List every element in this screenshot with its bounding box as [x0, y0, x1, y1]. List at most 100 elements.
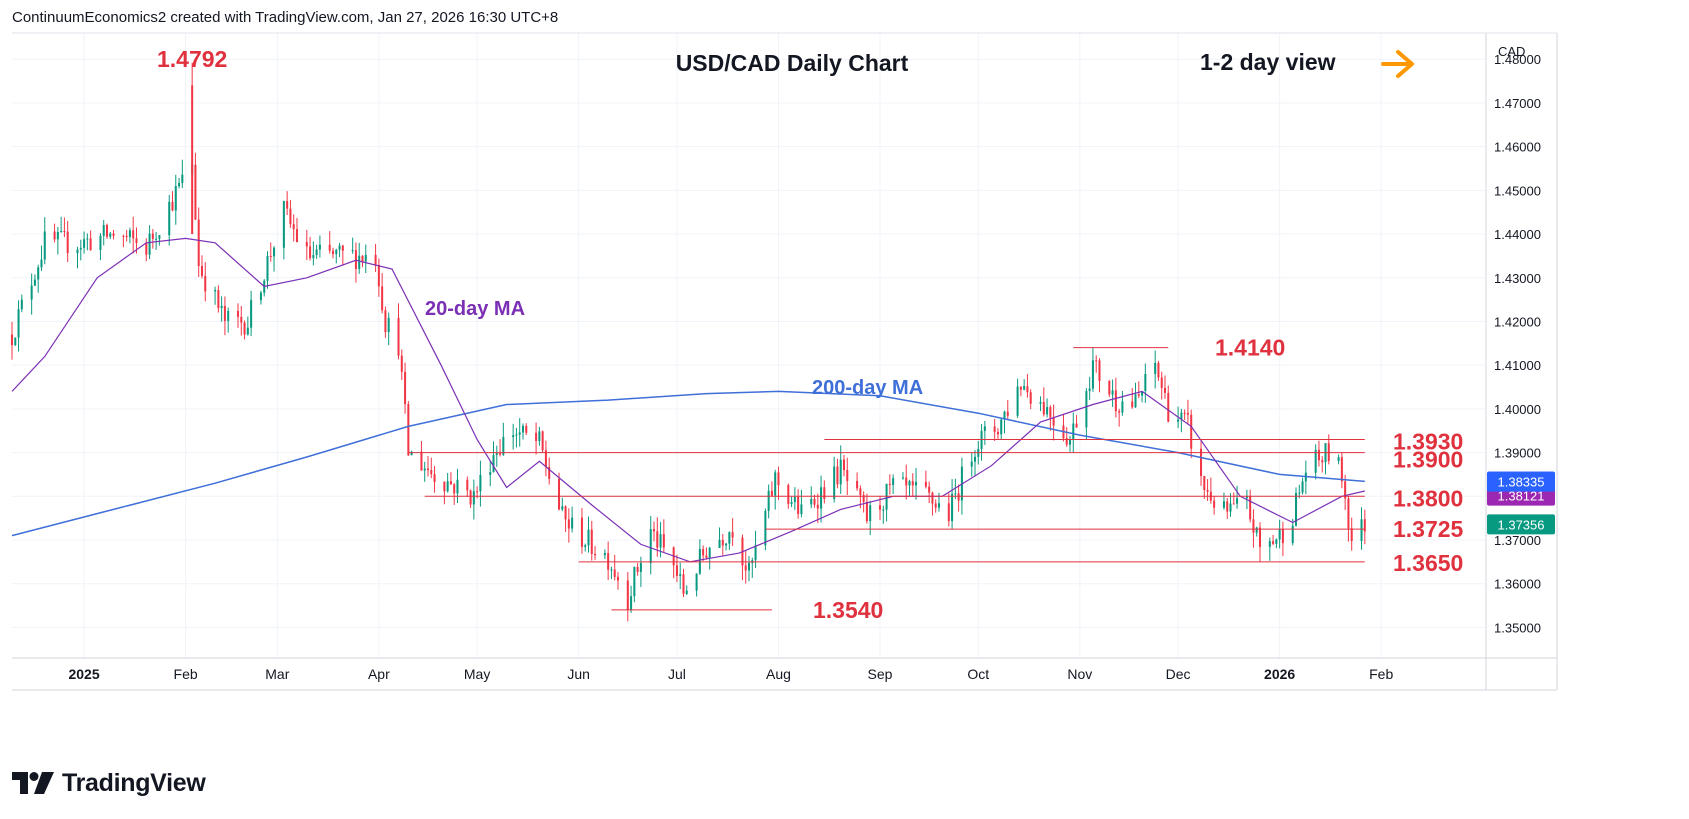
candle-body: [387, 317, 390, 333]
candle-body: [1108, 380, 1111, 395]
candle-body: [790, 502, 793, 504]
candle-body: [1206, 490, 1209, 492]
candle-body: [407, 404, 410, 456]
currency-label: CAD: [1498, 44, 1525, 59]
candle-body: [947, 503, 950, 522]
price-tag-text: 1.38121: [1498, 489, 1545, 504]
candle-body: [787, 485, 790, 504]
x-tick-label: May: [464, 666, 490, 682]
candle-body: [770, 490, 773, 496]
candle-body: [793, 496, 796, 503]
candle-body: [820, 487, 823, 509]
candle-body: [957, 493, 960, 501]
candle-body: [17, 309, 20, 338]
tradingview-wordmark: TradingView: [62, 768, 206, 797]
candle-body: [993, 426, 996, 432]
candle-body: [1190, 414, 1193, 449]
candle-body: [1291, 525, 1294, 544]
candle-body: [1131, 401, 1134, 408]
candle-body: [40, 259, 43, 268]
candle-body: [924, 481, 927, 487]
candle-body: [1301, 481, 1304, 493]
candle-body: [983, 426, 986, 431]
x-tick-label: Jun: [567, 666, 590, 682]
candle-body: [512, 435, 515, 438]
candle-body: [1000, 419, 1003, 435]
candle-body: [905, 477, 908, 486]
candle-body: [1088, 388, 1091, 392]
candle-body: [479, 474, 482, 492]
candle-body: [1026, 386, 1029, 393]
x-tick-label: 2026: [1264, 666, 1295, 682]
candle-body: [911, 481, 914, 486]
candle-body: [1134, 394, 1137, 408]
candle-body: [892, 478, 895, 486]
candle-body: [1268, 541, 1271, 547]
candle-body: [558, 478, 561, 510]
candle-body: [1111, 390, 1114, 395]
candle-body: [594, 553, 597, 556]
candle-body: [243, 322, 246, 335]
candle-body: [1016, 386, 1019, 416]
candle-body: [1114, 390, 1117, 412]
candle-body: [60, 231, 63, 233]
candle-body: [633, 566, 636, 597]
candle-body: [810, 498, 813, 505]
candle-body: [361, 255, 364, 262]
candle-body: [1006, 411, 1009, 416]
candle-body: [882, 509, 885, 511]
price-tag-bg: [1487, 471, 1555, 492]
candle-body: [89, 238, 92, 250]
ma20-line: [11, 237, 1365, 563]
candle-body: [584, 545, 587, 547]
candle-body: [515, 434, 518, 436]
candle-body: [1252, 519, 1255, 533]
level-label-1.3540: 1.3540: [813, 597, 883, 623]
candle-body: [502, 437, 505, 455]
candle-body: [908, 481, 911, 486]
candle-body: [158, 235, 161, 239]
candle-body: [374, 254, 377, 265]
chart-subtitle: 1-2 day view: [1200, 49, 1336, 75]
candle-body: [1003, 411, 1006, 420]
x-tick-label: Feb: [174, 666, 198, 682]
candle-body: [132, 230, 135, 239]
candle-body: [155, 238, 158, 240]
candle-body: [338, 245, 341, 250]
candle-body: [1085, 391, 1088, 428]
candle-body: [754, 545, 757, 561]
candle-body: [289, 208, 292, 225]
candle-body: [1072, 423, 1075, 441]
candle-body: [328, 244, 331, 251]
candle-body: [151, 233, 154, 239]
candle-body: [197, 219, 200, 266]
candle-body: [1275, 539, 1278, 544]
candle-body: [312, 255, 315, 259]
candle-body: [174, 186, 177, 211]
candle-body: [426, 468, 430, 471]
candle-body: [63, 231, 66, 233]
candle-body: [37, 267, 40, 280]
candle-body: [433, 474, 436, 482]
arrow-head: [1396, 50, 1414, 78]
candle-body: [1098, 360, 1101, 381]
x-tick-label: Jul: [668, 666, 686, 682]
candle-body: [1258, 527, 1262, 547]
candle-body: [33, 279, 36, 286]
candle-body: [499, 453, 502, 455]
candle-body: [273, 247, 276, 257]
x-tick-label: Nov: [1067, 666, 1092, 682]
candle-body: [404, 371, 407, 405]
tradingview-logo[interactable]: TradingView: [12, 768, 206, 798]
candle-body: [181, 174, 184, 184]
y-tick-label: 1.44000: [1494, 227, 1541, 242]
chart-canvas[interactable]: 1.48000 1.47000 1.46000 1.45000 1.44000 1.430…: [0, 0, 1689, 760]
candle-body: [1255, 527, 1258, 533]
y-tick-label: 1.48000: [1494, 52, 1541, 67]
candle-body: [1363, 519, 1366, 532]
candle-body: [236, 310, 240, 317]
candle-body: [1163, 387, 1167, 393]
candle-body: [1314, 449, 1317, 473]
candle-body: [1278, 529, 1281, 540]
candle-body: [571, 517, 574, 529]
